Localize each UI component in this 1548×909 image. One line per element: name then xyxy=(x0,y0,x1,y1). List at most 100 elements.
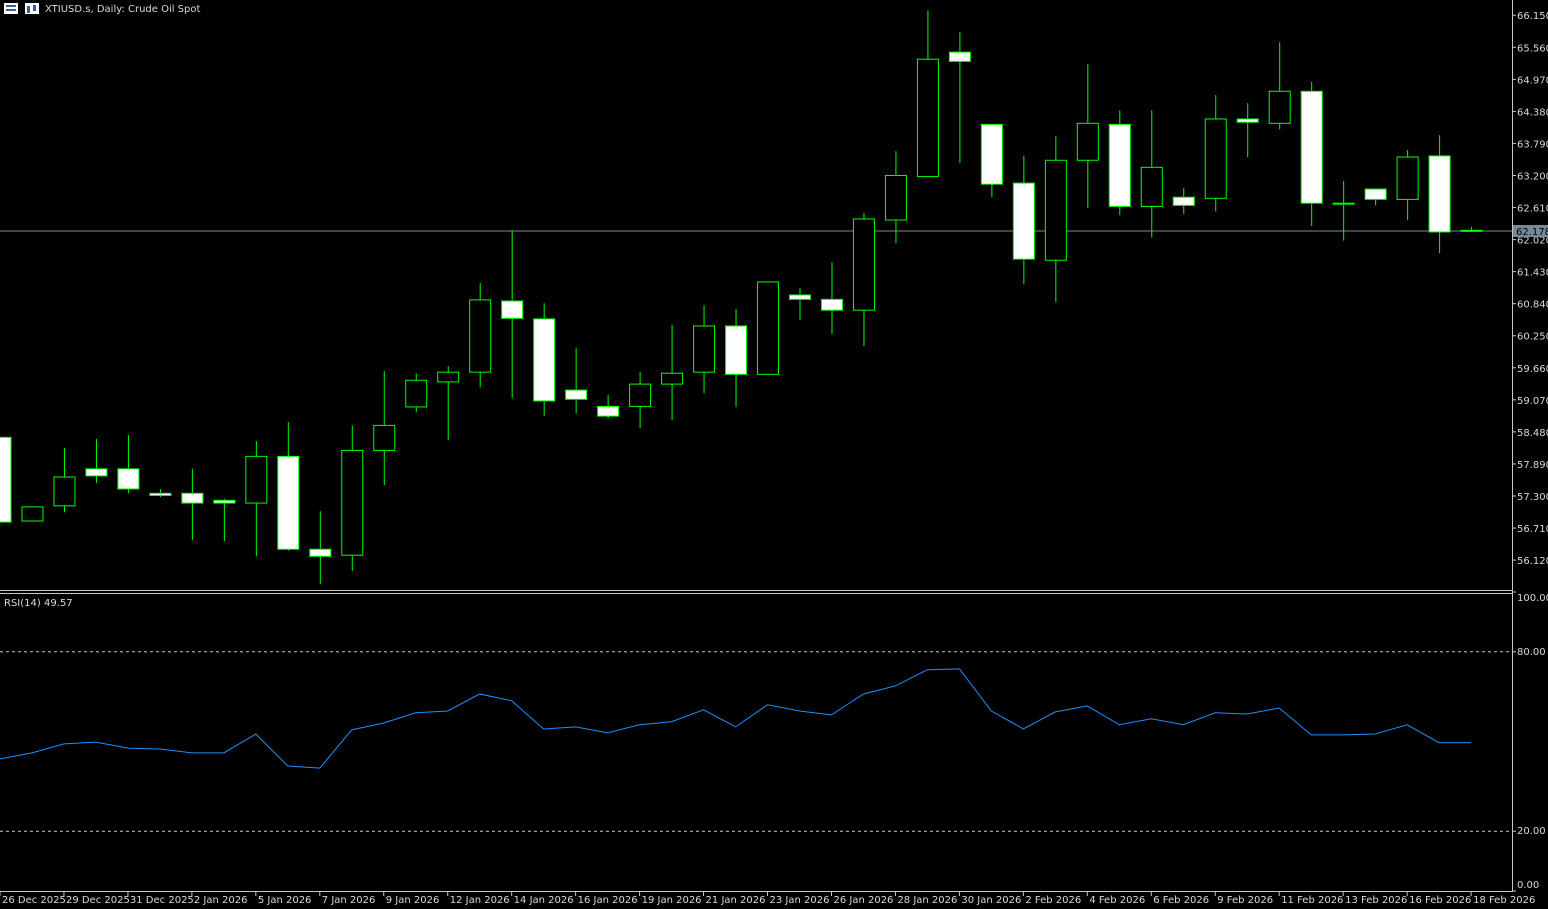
y-tick-label: 0.00 xyxy=(1517,880,1539,891)
x-tick-label: 12 Jan 2026 xyxy=(450,895,510,906)
y-tick-label: 64.380 xyxy=(1517,107,1548,118)
x-tick-label: 7 Jan 2026 xyxy=(322,895,376,906)
candle-body xyxy=(1140,166,1163,207)
y-tick-label: 57.300 xyxy=(1517,492,1548,503)
candle-body xyxy=(1460,229,1483,232)
y-tick-label: 56.120 xyxy=(1517,556,1548,567)
candle-body xyxy=(533,318,556,402)
candle-body xyxy=(1396,156,1419,200)
candle-body xyxy=(1300,90,1323,204)
x-tick-label: 14 Jan 2026 xyxy=(514,895,574,906)
y-tick-label: 64.970 xyxy=(1517,75,1548,86)
candle-body xyxy=(1364,188,1387,200)
candle-body xyxy=(948,51,971,62)
icon xyxy=(6,9,16,11)
candle-body xyxy=(757,281,780,375)
x-tick-label: 28 Jan 2026 xyxy=(897,895,957,906)
y-tick-label: 59.070 xyxy=(1517,396,1548,407)
x-tick-label: 2 Feb 2026 xyxy=(1025,895,1081,906)
y-tick-label: 63.790 xyxy=(1517,139,1548,150)
price-label: 62.178 xyxy=(1516,227,1548,238)
x-tick-label: 9 Jan 2026 xyxy=(386,895,440,906)
candle-body xyxy=(725,325,748,375)
candle-body xyxy=(693,325,716,373)
icon xyxy=(4,3,18,14)
candle-body xyxy=(884,174,907,221)
candle-body xyxy=(820,298,843,311)
candle-body xyxy=(597,405,620,417)
x-tick-label: 13 Feb 2026 xyxy=(1345,895,1407,906)
candle-body xyxy=(437,371,460,383)
indicator-title: RSI(14) 49.57 xyxy=(4,598,73,609)
chart-title: XTIUSD.s, Daily: Crude Oil Spot xyxy=(45,4,200,15)
rsi-line xyxy=(0,668,1472,769)
y-tick-label: 56.710 xyxy=(1517,524,1548,535)
x-tick-label: 16 Jan 2026 xyxy=(578,895,638,906)
candle-body xyxy=(1204,118,1227,199)
x-tick-label: 31 Dec 2025 xyxy=(130,895,194,906)
candle-body xyxy=(852,218,875,311)
candle-body xyxy=(1172,196,1195,206)
y-tick-label: 60.250 xyxy=(1517,332,1548,343)
candle-body xyxy=(916,58,939,178)
candle-body xyxy=(341,449,364,556)
icon xyxy=(33,5,36,11)
candle-body xyxy=(149,492,172,496)
candle-body xyxy=(373,424,396,451)
x-tick-label: 5 Jan 2026 xyxy=(258,895,312,906)
y-tick-label: 100.00 xyxy=(1517,593,1548,604)
candle-body xyxy=(405,379,428,408)
candle-body xyxy=(213,499,236,504)
y-tick-label: 80.00 xyxy=(1517,647,1546,658)
candle-body xyxy=(245,455,268,504)
candle-body xyxy=(1268,90,1291,124)
x-tick-label: 30 Jan 2026 xyxy=(961,895,1021,906)
x-tick-label: 21 Jan 2026 xyxy=(706,895,766,906)
y-tick-label: 62.020 xyxy=(1517,236,1548,247)
candle-body xyxy=(309,548,332,557)
candle-body xyxy=(277,455,300,550)
x-tick-label: 16 Feb 2026 xyxy=(1409,895,1471,906)
price-label-box xyxy=(1513,225,1548,238)
x-tick-label: 6 Feb 2026 xyxy=(1153,895,1209,906)
header-icons xyxy=(4,3,39,14)
y-tick-label: 58.480 xyxy=(1517,428,1548,439)
candle-body xyxy=(1108,123,1131,207)
x-tick-label: 11 Feb 2026 xyxy=(1281,895,1343,906)
candle-body xyxy=(1076,122,1099,161)
y-tick-label: 66.150 xyxy=(1517,11,1548,22)
candle-body xyxy=(21,506,44,522)
candle-body xyxy=(565,389,588,400)
x-tick-label: 2 Jan 2026 xyxy=(194,895,248,906)
y-tick-label: 57.890 xyxy=(1517,460,1548,471)
x-tick-label: 4 Feb 2026 xyxy=(1089,895,1145,906)
candle-body xyxy=(1236,118,1259,123)
candle-body xyxy=(1428,155,1451,233)
icon xyxy=(27,6,30,13)
icon xyxy=(25,3,39,14)
y-tick-label: 62.610 xyxy=(1517,204,1548,215)
candle-body xyxy=(85,468,108,477)
icon xyxy=(6,5,16,7)
y-tick-label: 20.00 xyxy=(1517,826,1546,837)
candle-body xyxy=(0,436,12,523)
candle-body xyxy=(181,492,204,504)
candle-body xyxy=(1012,182,1035,260)
y-tick-label: 59.660 xyxy=(1517,364,1548,375)
x-tick-label: 23 Jan 2026 xyxy=(770,895,830,906)
candle-body xyxy=(117,468,140,490)
x-tick-label: 29 Dec 2025 xyxy=(66,895,130,906)
x-tick-label: 18 Feb 2026 xyxy=(1473,895,1535,906)
x-tick-label: 19 Jan 2026 xyxy=(642,895,702,906)
candle-body xyxy=(53,476,76,507)
candle-body xyxy=(661,372,684,385)
x-tick-label: 26 Dec 2025 xyxy=(2,895,66,906)
y-tick-label: 63.200 xyxy=(1517,171,1548,182)
candle-body xyxy=(1332,202,1355,205)
y-tick-label: 60.840 xyxy=(1517,300,1548,311)
candle-body xyxy=(501,300,524,319)
candle-body xyxy=(469,299,492,373)
x-tick-label: 9 Feb 2026 xyxy=(1217,895,1273,906)
